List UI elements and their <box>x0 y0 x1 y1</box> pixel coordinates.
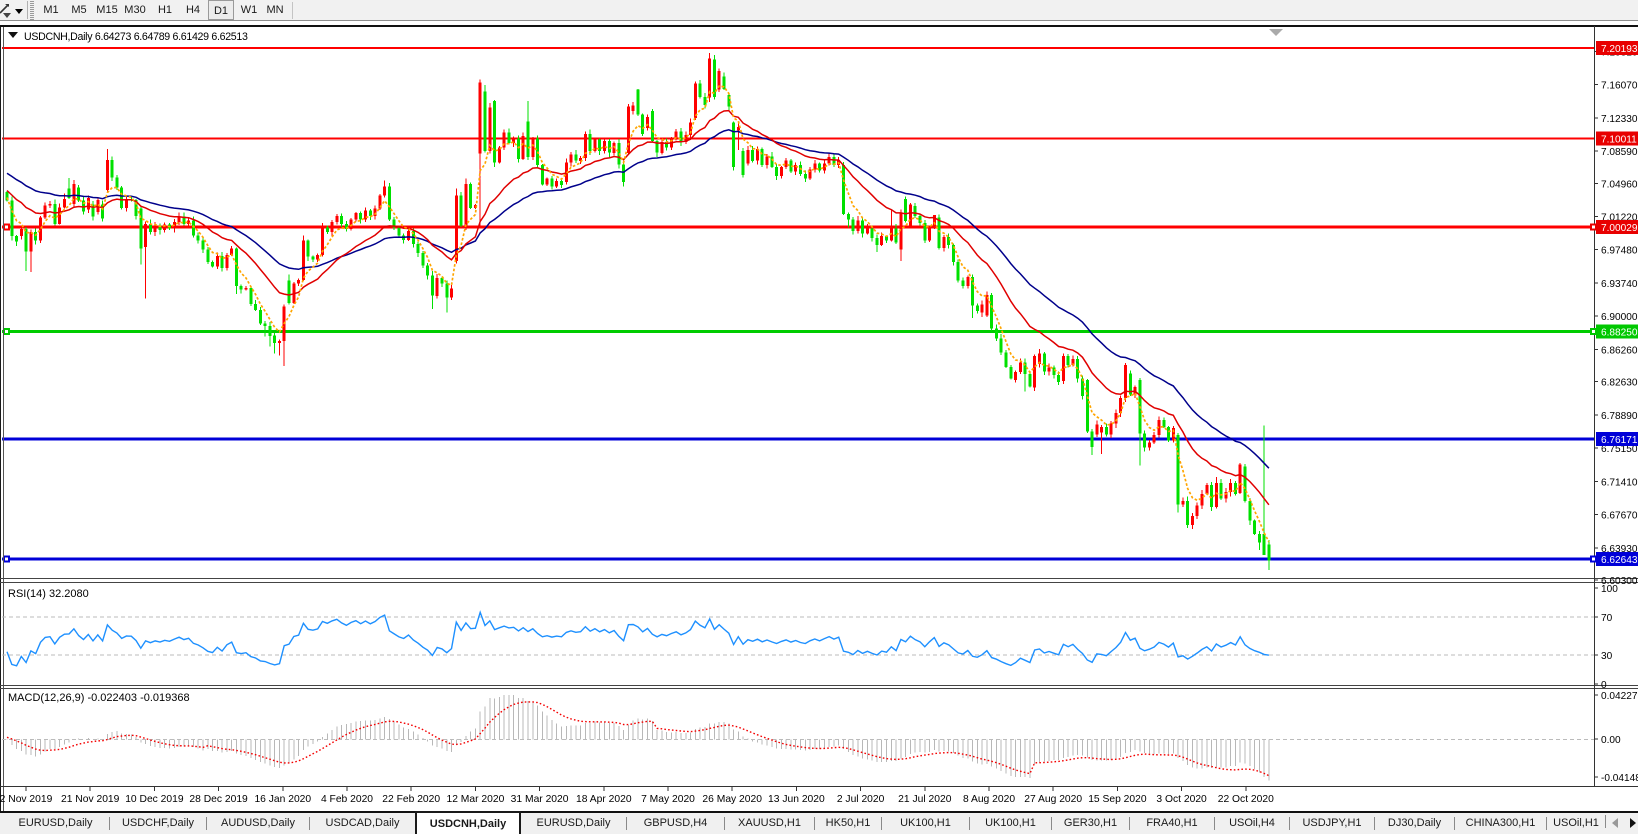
svg-text:13 Jun 2020: 13 Jun 2020 <box>768 794 825 805</box>
svg-text:6.86260: 6.86260 <box>1601 345 1638 356</box>
svg-text:7.08590: 7.08590 <box>1601 147 1638 158</box>
svg-text:7.16070: 7.16070 <box>1601 81 1638 92</box>
svg-text:7 May 2020: 7 May 2020 <box>641 794 695 805</box>
svg-text:7.04960: 7.04960 <box>1601 179 1638 190</box>
svg-text:6.97480: 6.97480 <box>1601 246 1638 257</box>
svg-text:6.78890: 6.78890 <box>1601 411 1638 422</box>
svg-text:10 Dec 2019: 10 Dec 2019 <box>125 794 184 805</box>
svg-text:6.88250: 6.88250 <box>1601 328 1638 339</box>
svg-text:2 Jul 2020: 2 Jul 2020 <box>837 794 885 805</box>
svg-text:USDCNH,Daily 6.64273 6.64789: USDCNH,Daily 6.64273 6.64789 6.61429 6.6… <box>24 31 248 43</box>
svg-text:6.82630: 6.82630 <box>1601 378 1638 389</box>
svg-text:26 May 2020: 26 May 2020 <box>702 794 762 805</box>
svg-text:27 Aug 2020: 27 Aug 2020 <box>1024 794 1082 805</box>
svg-text:16 Jan 2020: 16 Jan 2020 <box>254 794 311 805</box>
svg-text:7.20193: 7.20193 <box>1601 44 1638 55</box>
svg-text:7.00029: 7.00029 <box>1601 223 1638 234</box>
svg-text:6.62643: 6.62643 <box>1601 555 1638 566</box>
svg-text:100: 100 <box>1601 584 1618 595</box>
svg-text:21 Jul 2020: 21 Jul 2020 <box>898 794 952 805</box>
svg-text:7.10011: 7.10011 <box>1601 134 1637 145</box>
svg-text:0: 0 <box>1601 680 1607 691</box>
svg-text:22 Oct 2020: 22 Oct 2020 <box>1218 794 1274 805</box>
svg-text:MACD(12,26,9) -0.022403 -0.019: MACD(12,26,9) -0.022403 -0.019368 <box>8 692 190 704</box>
svg-text:0.042275: 0.042275 <box>1601 691 1638 702</box>
svg-text:15 Sep 2020: 15 Sep 2020 <box>1088 794 1147 805</box>
svg-text:30: 30 <box>1601 651 1613 662</box>
svg-text:6.67670: 6.67670 <box>1601 511 1638 522</box>
svg-text:RSI(14) 32.2080: RSI(14) 32.2080 <box>8 588 89 600</box>
svg-text:70: 70 <box>1601 613 1613 624</box>
svg-text:6.76171: 6.76171 <box>1601 435 1638 446</box>
svg-text:18 Apr 2020: 18 Apr 2020 <box>576 794 632 805</box>
svg-text:12 Mar 2020: 12 Mar 2020 <box>446 794 504 805</box>
svg-text:4 Feb 2020: 4 Feb 2020 <box>321 794 373 805</box>
svg-text:6.71410: 6.71410 <box>1601 477 1638 488</box>
svg-text:28 Dec 2019: 28 Dec 2019 <box>189 794 248 805</box>
svg-text:2 Nov 2019: 2 Nov 2019 <box>0 794 53 805</box>
svg-text:21 Nov 2019: 21 Nov 2019 <box>61 794 120 805</box>
svg-text:8 Aug 2020: 8 Aug 2020 <box>963 794 1015 805</box>
svg-text:3 Oct 2020: 3 Oct 2020 <box>1156 794 1207 805</box>
svg-text:22 Feb 2020: 22 Feb 2020 <box>382 794 440 805</box>
svg-text:6.93740: 6.93740 <box>1601 279 1638 290</box>
svg-text:31 Mar 2020: 31 Mar 2020 <box>511 794 569 805</box>
svg-text:6.90000: 6.90000 <box>1601 312 1638 323</box>
svg-text:0.00: 0.00 <box>1601 735 1621 746</box>
svg-text:-0.04148: -0.04148 <box>1601 773 1638 784</box>
svg-text:7.12330: 7.12330 <box>1601 114 1638 125</box>
